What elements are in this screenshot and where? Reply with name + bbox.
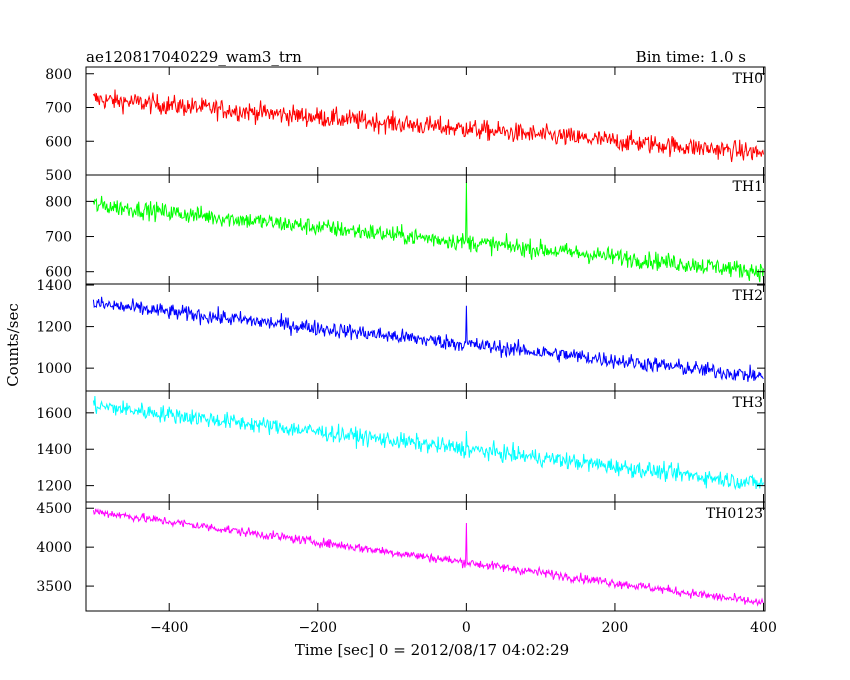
panel-label-th3: TH3: [733, 395, 763, 411]
y-tick-label: 1400: [36, 278, 72, 294]
y-tick-label: 1000: [36, 361, 72, 377]
y-tick-label: 1600: [36, 406, 72, 422]
x-tick-label: 400: [750, 620, 777, 636]
bin-time-label: Bin time: 1.0 s: [636, 48, 746, 66]
x-tick-label: −200: [299, 620, 337, 636]
panel-frame: [85, 501, 766, 612]
panel-label-th0123: TH0123: [706, 506, 763, 522]
series-line-th3: [92, 395, 764, 491]
y-tick-label: 1400: [36, 442, 72, 458]
y-tick-label: 4500: [36, 501, 72, 517]
y-tick-label: 700: [45, 101, 72, 117]
y-axis-label: Counts/sec: [4, 303, 22, 387]
panel-th3: 1200 1400 1600 TH3: [36, 390, 766, 503]
y-tick-label: 800: [45, 194, 72, 210]
y-tick-label: 1200: [36, 320, 72, 336]
panel-label-th1: TH1: [733, 179, 763, 195]
y-tick-label: 600: [45, 265, 72, 281]
y-tick-label: 1200: [36, 479, 72, 495]
x-tick-label: 0: [462, 620, 471, 636]
x-axis-label: Time [sec] 0 = 2012/08/17 04:02:29: [295, 641, 569, 659]
series-line-th2: [92, 296, 764, 382]
series-line-th1: [92, 181, 764, 283]
series-line-th0: [92, 89, 764, 163]
panel-th0123: 3500 4000 4500 TH0123: [36, 501, 766, 612]
panel-label-th2: TH2: [733, 288, 763, 304]
panel-frame: [85, 390, 766, 503]
series-line-th0123: [92, 507, 764, 607]
panel-frame: [85, 66, 766, 176]
x-tick-label: −400: [150, 620, 188, 636]
plot-title: ae120817040229_wam3_trn: [86, 48, 302, 66]
x-tick-label: 200: [602, 620, 629, 636]
y-tick-label: 800: [45, 67, 72, 83]
panel-frame: [85, 283, 766, 392]
y-tick-label: 4000: [36, 540, 72, 556]
y-tick-label: 600: [45, 134, 72, 150]
y-tick-label: 3500: [36, 579, 72, 595]
panel-th1: 600 700 800 TH1: [45, 174, 766, 285]
panels-group: 500 600 700 800 TH0 600 700 800 TH1 1000 1200 1400 T…: [36, 66, 777, 636]
panel-label-th0: TH0: [733, 71, 763, 87]
panel-th0: 500 600 700 800 TH0: [45, 66, 766, 184]
y-tick-label: 700: [45, 230, 72, 246]
panel-frame: [85, 174, 766, 285]
panel-th2: 1000 1200 1400 TH2: [36, 278, 766, 392]
y-tick-label: 500: [45, 168, 72, 184]
